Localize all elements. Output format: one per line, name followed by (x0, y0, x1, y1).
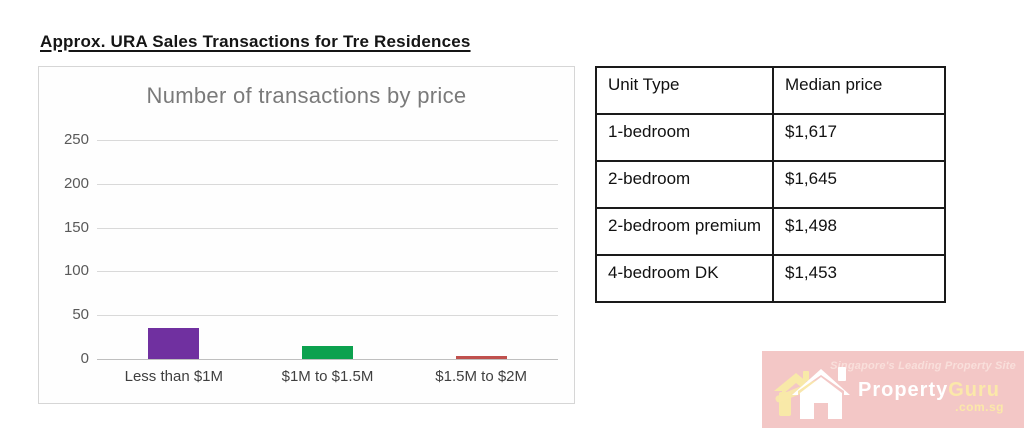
x-axis-line (97, 359, 558, 360)
median-price-cell: $1,645 (772, 160, 946, 209)
bar-less-than-1m (148, 328, 200, 359)
brand-guru: Guru (948, 379, 1001, 401)
median-price-table: Unit Type Median price 1-bedroom $1,617 2-be… (595, 66, 946, 303)
bar--1-5m-to-2m (455, 356, 507, 359)
y-axis-tick-label: 150 (63, 218, 89, 236)
y-axis-tick-label: 200 (63, 174, 89, 192)
table-header-row: Unit Type Median price (595, 66, 946, 115)
gridline (97, 271, 558, 273)
median-price-cell: $1,453 (772, 254, 946, 303)
table-header-cell: Median price (772, 66, 946, 115)
brand-domain: .com.sg (955, 400, 1004, 414)
propertyguru-logo: PropertyGuru (858, 379, 1000, 402)
median-price-cell: $1,498 (772, 207, 946, 256)
chart-title: Number of transactions by price (146, 83, 467, 108)
gridline (97, 227, 558, 229)
table-row: 4-bedroom DK $1,453 (595, 254, 946, 303)
gridline (97, 315, 558, 317)
y-axis-tick-label: 100 (63, 262, 89, 280)
watermark-tagline: Singapore's Leading Property Site (830, 360, 1016, 372)
propertyguru-watermark: Singapore's Leading Property Site Proper… (762, 351, 1024, 428)
gridline (97, 140, 558, 141)
unit-type-cell: 1-bedroom (595, 113, 774, 162)
table-row: 1-bedroom $1,617 (595, 113, 946, 162)
brand-property: Property (858, 379, 949, 401)
y-axis-tick-label: 250 (63, 131, 89, 148)
median-price-cell: $1,617 (772, 113, 946, 162)
page-title: Approx. URA Sales Transactions for Tre R… (40, 32, 471, 51)
unit-type-cell: 2-bedroom premium (595, 207, 774, 256)
x-axis-category-label: $1M to $1.5M (281, 368, 374, 385)
table-row: 2-bedroom $1,645 (595, 160, 946, 209)
gridline (97, 183, 558, 185)
transactions-bar-chart: Number of transactions by price 0 50 100 15… (38, 66, 575, 404)
propertyguru-houses-icon (774, 367, 850, 419)
y-axis-tick-label: 0 (80, 350, 89, 367)
table-row: 2-bedroom premium $1,498 (595, 207, 946, 256)
bar--1m-to-1-5m (302, 345, 353, 359)
y-axis-tick-label: 50 (72, 306, 89, 324)
unit-type-cell: 4-bedroom DK (595, 254, 774, 303)
table-header-cell: Unit Type (595, 66, 774, 115)
x-axis-category-label: $1.5M to $2M (435, 368, 528, 385)
unit-type-cell: 2-bedroom (595, 160, 774, 209)
x-axis-category-label: Less than $1M (124, 368, 224, 385)
